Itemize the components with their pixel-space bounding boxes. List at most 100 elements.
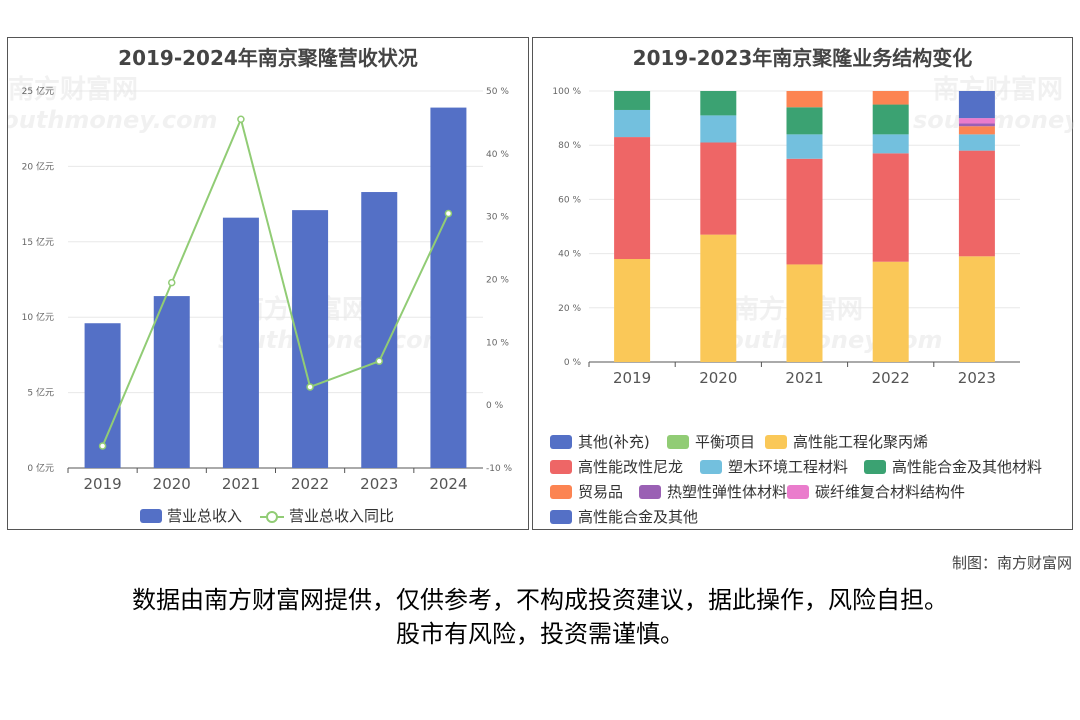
legend-label: 高性能合金及其他 bbox=[578, 508, 698, 526]
watermark-url: southmoney.com bbox=[8, 106, 218, 134]
y-tick: 20 % bbox=[558, 304, 581, 314]
legend-label-yoy: 营业总收入同比 bbox=[289, 507, 394, 525]
x-tick-label: 2020 bbox=[153, 475, 191, 493]
y-left-tick: 20 亿元 bbox=[22, 160, 54, 172]
x-tick-label: 2021 bbox=[222, 475, 260, 493]
stack-segment bbox=[958, 256, 995, 362]
x-tick-label: 2024 bbox=[429, 475, 467, 493]
x-tick-label: 2022 bbox=[872, 369, 910, 387]
legend-label: 碳纤维复合材料结构件 bbox=[815, 483, 965, 501]
legend-marker-yoy bbox=[266, 511, 278, 523]
stack-segment bbox=[614, 91, 651, 110]
stack-segment bbox=[958, 150, 995, 257]
y-tick: 0 % bbox=[564, 358, 582, 368]
legend-label: 平衡项目 bbox=[695, 433, 755, 451]
revenue-chart-panel: 2019-2024年南京聚隆营收状况 南方财富网southmoney.com南方… bbox=[7, 37, 529, 530]
x-tick-label: 2019 bbox=[613, 369, 651, 387]
y-right-tick: 50 % bbox=[486, 87, 509, 97]
stack-segment bbox=[872, 91, 909, 105]
y-tick: 80 % bbox=[558, 141, 581, 151]
stack-segment bbox=[786, 158, 823, 265]
legend-label: 高性能合金及其他材料 bbox=[892, 458, 1042, 476]
legend-swatch bbox=[765, 435, 787, 449]
revenue-chart-title: 2019-2024年南京聚隆营收状况 bbox=[118, 46, 418, 70]
watermark-text: 南方财富网 bbox=[933, 74, 1063, 105]
legend-swatch bbox=[550, 435, 572, 449]
legend-label: 其他(补充) bbox=[578, 433, 650, 451]
legend-swatch bbox=[667, 435, 689, 449]
y-tick: 100 % bbox=[552, 87, 581, 97]
stack-segment bbox=[786, 264, 823, 362]
stack-segment bbox=[958, 134, 995, 151]
x-tick-label: 2023 bbox=[958, 369, 996, 387]
stack-segment bbox=[958, 126, 995, 135]
structure-chart: 南方财富网southmoney.com南方财富网southmoney.com0 … bbox=[550, 74, 1074, 526]
stack-segment bbox=[786, 91, 823, 108]
y-right-tick: -10 % bbox=[486, 464, 513, 474]
legend-swatch-revenue bbox=[140, 509, 162, 523]
stack-segment bbox=[614, 137, 651, 260]
y-right-tick: 0 % bbox=[486, 401, 504, 411]
legend-swatch bbox=[864, 460, 886, 474]
disclaimer-line-1: 数据由南方财富网提供，仅供参考，不构成投资建议，据此操作，风险自担。 bbox=[132, 586, 948, 614]
legend-label: 热塑性弹性体材料 bbox=[667, 483, 787, 501]
disclaimer-line-2: 股市有风险，投资需谨慎。 bbox=[396, 620, 684, 648]
x-tick-label: 2020 bbox=[699, 369, 737, 387]
stack-segment bbox=[614, 259, 651, 362]
stack-segment bbox=[872, 134, 909, 154]
legend-swatch bbox=[700, 460, 722, 474]
y-left-tick: 0 亿元 bbox=[27, 462, 54, 474]
stack-segment bbox=[958, 91, 995, 119]
y-right-tick: 10 % bbox=[486, 338, 509, 348]
stack-segment bbox=[700, 142, 737, 235]
legend-label: 塑木环境工程材料 bbox=[728, 458, 848, 476]
revenue-bar bbox=[430, 107, 467, 468]
yoy-point bbox=[98, 442, 107, 450]
stack-segment bbox=[700, 91, 737, 116]
legend-swatch bbox=[550, 485, 572, 499]
yoy-line bbox=[101, 116, 450, 447]
structure-chart-panel: 2019-2023年南京聚隆业务结构变化 南方财富网 southmoney.com… bbox=[532, 37, 1074, 530]
legend-swatch bbox=[550, 460, 572, 474]
legend-label: 高性能工程化聚丙烯 bbox=[793, 433, 928, 451]
chart-credit: 制图：南方财富网 bbox=[951, 554, 1072, 572]
legend-label: 贸易品 bbox=[578, 483, 623, 501]
stack-segment bbox=[614, 109, 651, 138]
y-left-tick: 5 亿元 bbox=[27, 387, 54, 399]
yoy-point bbox=[237, 115, 245, 124]
y-right-tick: 20 % bbox=[486, 276, 509, 286]
stack-segment bbox=[872, 153, 909, 262]
y-left-tick: 10 亿元 bbox=[22, 311, 54, 323]
revenue-bar bbox=[222, 217, 259, 468]
stack-segment bbox=[872, 261, 909, 362]
yoy-point bbox=[306, 383, 314, 391]
watermark-text: 南方财富网 bbox=[8, 74, 138, 105]
revenue-bar bbox=[153, 296, 190, 468]
stack-segment bbox=[872, 104, 909, 135]
y-left-tick: 15 亿元 bbox=[22, 236, 54, 248]
x-tick-label: 2021 bbox=[785, 369, 823, 387]
revenue-chart: 南方财富网southmoney.com南方财富网southmoney.com0 … bbox=[8, 74, 513, 525]
y-tick: 60 % bbox=[558, 195, 581, 205]
legend-label-revenue: 营业总收入 bbox=[167, 507, 242, 525]
stack-segment bbox=[786, 134, 823, 159]
stack-segment bbox=[786, 107, 823, 135]
legend-swatch bbox=[639, 485, 661, 499]
yoy-point bbox=[444, 209, 453, 218]
legend-swatch bbox=[787, 485, 809, 499]
stack-segment bbox=[958, 118, 995, 124]
y-left-tick: 25 亿元 bbox=[22, 85, 54, 97]
revenue-bar bbox=[361, 192, 398, 468]
y-tick: 40 % bbox=[558, 250, 581, 260]
x-tick-label: 2023 bbox=[360, 475, 398, 493]
y-right-tick: 30 % bbox=[486, 213, 509, 223]
stack-segment bbox=[700, 234, 737, 362]
stack-segment bbox=[958, 123, 995, 127]
x-tick-label: 2019 bbox=[83, 475, 121, 493]
stack-segment bbox=[700, 115, 737, 143]
y-right-tick: 40 % bbox=[486, 150, 509, 160]
x-tick-label: 2022 bbox=[291, 475, 329, 493]
legend-swatch bbox=[550, 510, 572, 524]
yoy-point bbox=[375, 357, 383, 365]
yoy-point bbox=[168, 278, 176, 287]
